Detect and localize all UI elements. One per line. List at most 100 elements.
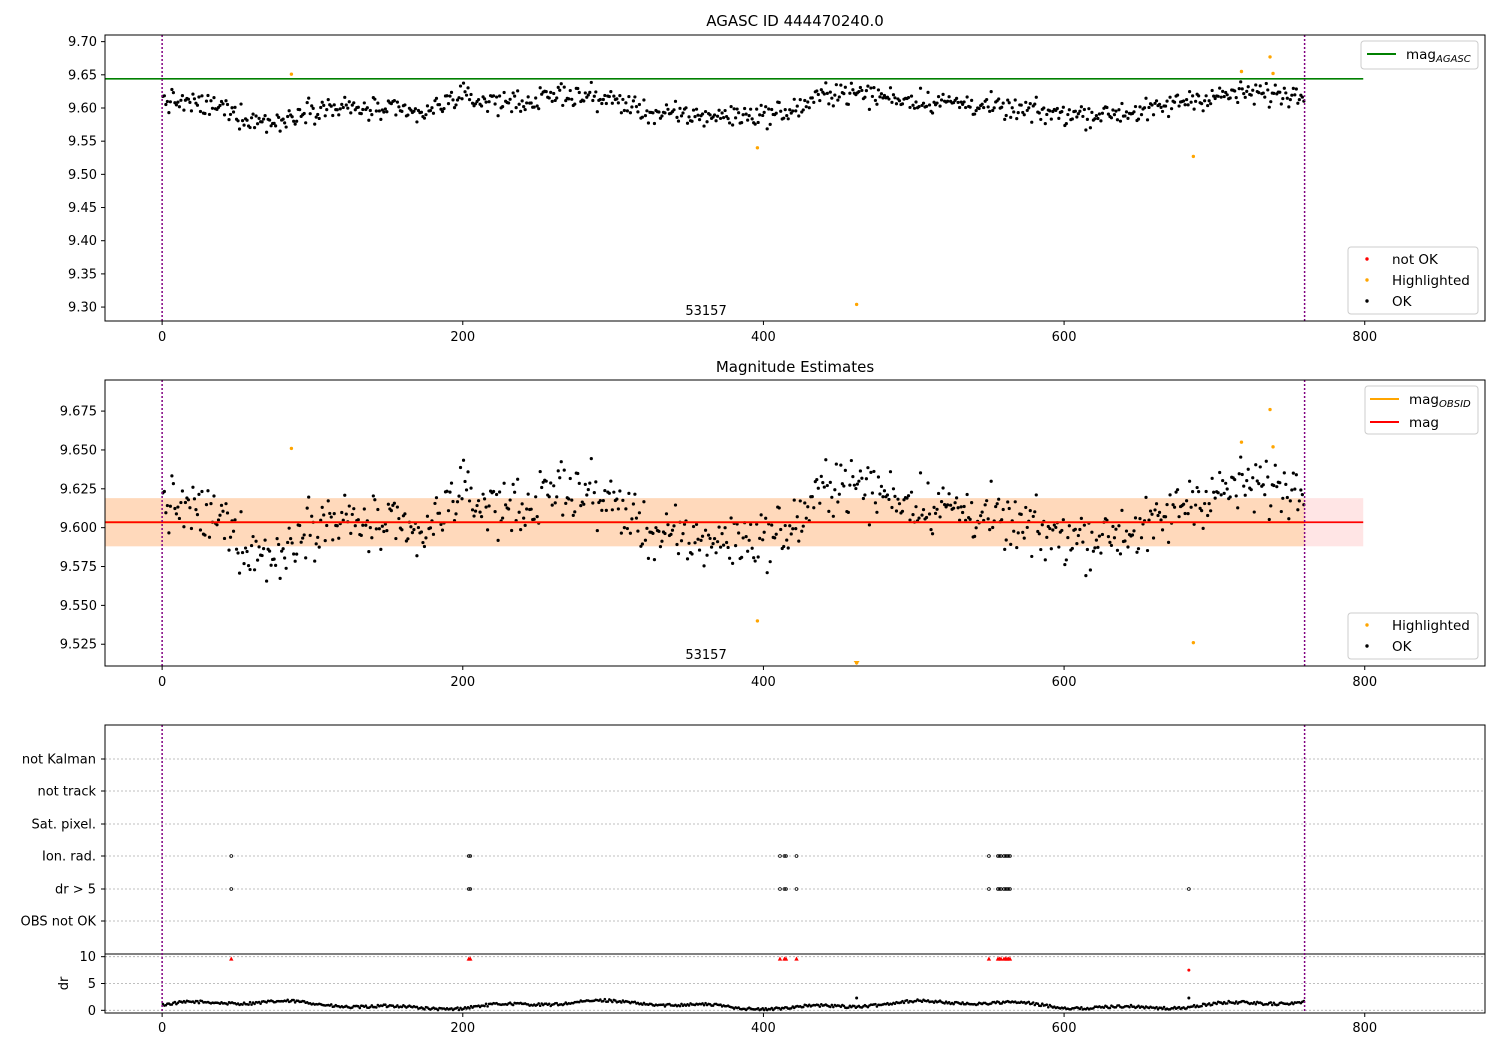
- ok-point: [924, 104, 929, 108]
- ok-point: [1117, 108, 1121, 112]
- ok-point: [368, 526, 372, 530]
- ok-point: [1064, 122, 1068, 126]
- ok-point: [816, 92, 820, 97]
- ok-point: [1168, 95, 1172, 99]
- ok-point: [347, 100, 351, 104]
- ok-point: [284, 566, 288, 570]
- ok-point: [888, 470, 893, 474]
- ok-point: [222, 113, 227, 117]
- dr-point: [396, 1004, 399, 1007]
- ok-point: [762, 110, 766, 114]
- ok-point: [911, 103, 915, 107]
- ok-point: [652, 121, 657, 126]
- ok-point: [1108, 540, 1112, 544]
- ok-point: [240, 119, 245, 123]
- highlighted-point: [1191, 640, 1196, 645]
- ok-point: [179, 98, 183, 102]
- ok-point: [538, 86, 542, 90]
- ok-point: [675, 542, 679, 547]
- ok-point: [293, 122, 297, 126]
- ok-point: [807, 106, 811, 110]
- ok-point: [257, 116, 261, 120]
- ok-point: [550, 99, 554, 103]
- ok-point: [935, 101, 939, 105]
- ok-point: [697, 118, 702, 122]
- ok-point: [718, 116, 723, 121]
- ok-point: [956, 100, 960, 105]
- ok-point: [630, 517, 634, 521]
- ok-point: [352, 101, 356, 105]
- dr-point: [609, 999, 613, 1002]
- ok-point: [879, 484, 884, 488]
- ok-point: [918, 471, 923, 475]
- ok-point: [508, 97, 512, 101]
- ok-point: [687, 115, 691, 119]
- dr-point: [1047, 1005, 1050, 1009]
- ok-point: [561, 513, 565, 517]
- ok-point: [1267, 105, 1271, 109]
- ok-point: [909, 490, 914, 494]
- ok-point: [785, 538, 789, 542]
- x-tick-label: 400: [751, 1021, 776, 1036]
- dr-point: [1108, 1006, 1112, 1010]
- dr-point: [511, 1003, 515, 1007]
- dr-outlier: [1187, 968, 1191, 972]
- ok-point: [601, 97, 605, 102]
- ok-point: [504, 503, 508, 507]
- plot-frame: [104, 379, 1486, 667]
- ok-point: [980, 510, 984, 514]
- ok-point: [737, 111, 741, 115]
- ok-point: [927, 103, 932, 107]
- dr-clipped-marker: [986, 956, 992, 961]
- ok-point: [268, 118, 272, 122]
- x-tick-label: 400: [751, 330, 776, 345]
- dr-clipped-marker: [468, 956, 473, 961]
- ok-point: [885, 493, 890, 497]
- ok-point: [863, 493, 867, 497]
- ok-point: [277, 542, 281, 547]
- ok-point: [879, 92, 884, 96]
- ok-point: [532, 105, 536, 109]
- ok-point: [549, 90, 553, 94]
- ok-point: [428, 109, 433, 113]
- ok-point: [517, 102, 521, 106]
- dr-point: [1177, 1005, 1181, 1009]
- dr-point: [1045, 1003, 1049, 1007]
- ok-point: [332, 103, 336, 107]
- ok-point: [1060, 110, 1064, 114]
- ok-point: [440, 109, 445, 114]
- ok-point: [621, 498, 625, 502]
- ok-point: [1088, 568, 1092, 572]
- ok-point: [864, 89, 869, 93]
- ok-point: [498, 94, 502, 98]
- ok-point: [526, 95, 530, 99]
- ok-point: [162, 489, 166, 494]
- ok-point: [424, 536, 428, 540]
- ok-point: [307, 495, 311, 499]
- ok-point: [1243, 493, 1247, 497]
- ok-point: [604, 508, 608, 513]
- ok-point: [470, 101, 475, 105]
- dr-point: [1129, 1003, 1133, 1007]
- ok-point: [1219, 493, 1223, 497]
- dr-point: [1036, 1002, 1040, 1006]
- ok-point: [260, 553, 264, 558]
- flag-point: [778, 887, 782, 891]
- ok-point: [1100, 111, 1105, 115]
- ok-point: [962, 504, 966, 509]
- ok-point: [860, 476, 864, 480]
- ok-point: [1015, 545, 1019, 550]
- ok-point: [758, 536, 762, 540]
- ok-point: [516, 89, 520, 93]
- ok-point: [374, 109, 378, 113]
- ok-point: [941, 486, 945, 490]
- ok-point: [926, 90, 930, 94]
- flag-point: [778, 854, 782, 858]
- ok-point: [316, 535, 320, 539]
- ok-point: [1300, 493, 1304, 497]
- ok-point: [777, 506, 781, 510]
- ok-point: [209, 99, 213, 103]
- ok-point: [249, 116, 254, 120]
- ok-point: [373, 97, 377, 101]
- ok-point: [1212, 490, 1216, 494]
